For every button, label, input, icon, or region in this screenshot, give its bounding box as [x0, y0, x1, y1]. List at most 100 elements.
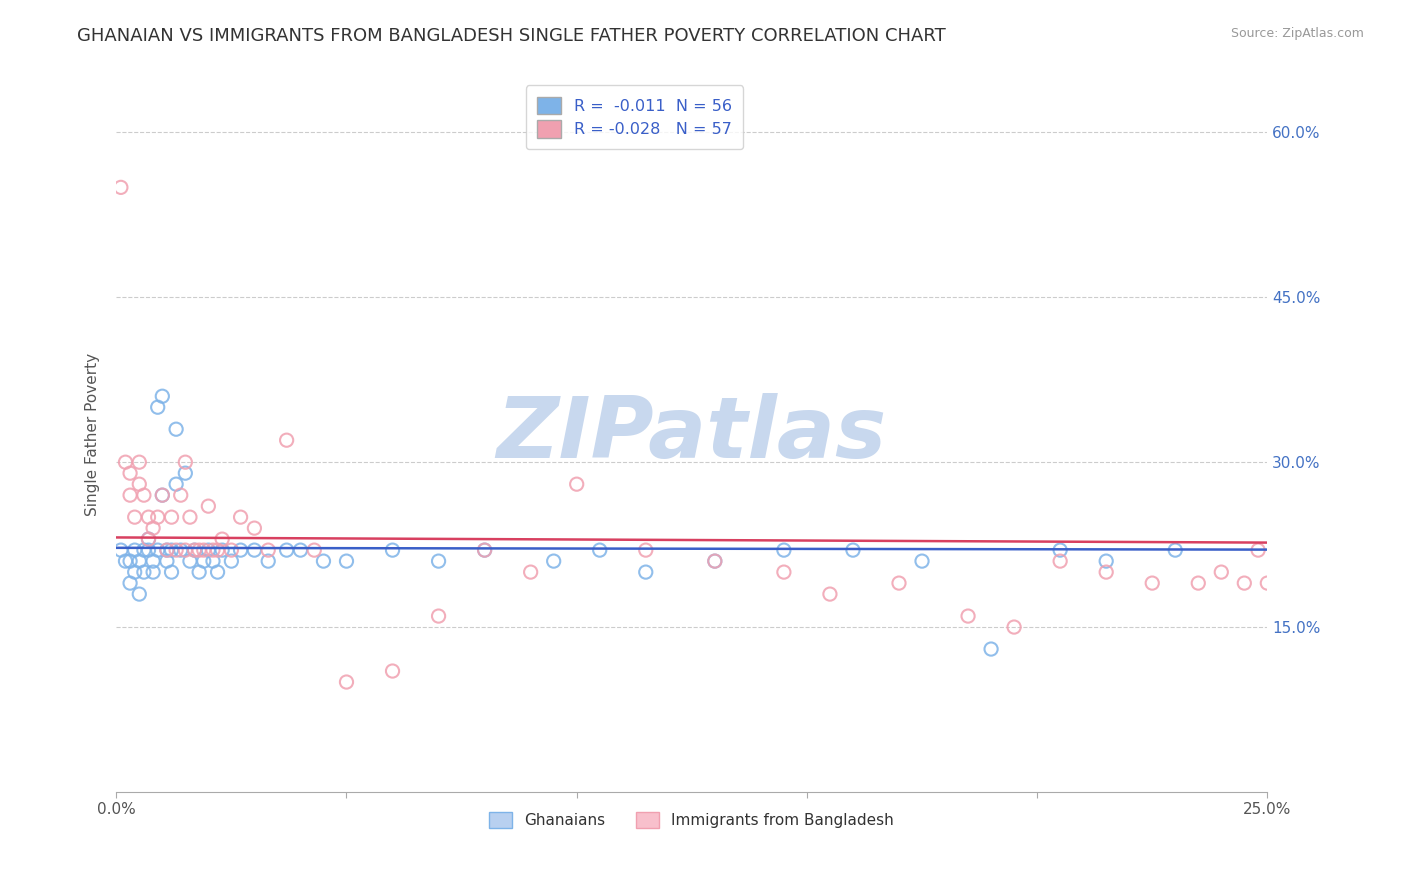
- Point: [703, 554, 725, 568]
- Point: [773, 565, 796, 579]
- Point: [1049, 554, 1071, 568]
- Point: [911, 554, 934, 568]
- Point: [957, 609, 980, 624]
- Point: [887, 576, 910, 591]
- Point: [1142, 576, 1164, 591]
- Point: [132, 543, 155, 558]
- Point: [150, 389, 173, 403]
- Point: [980, 642, 1002, 657]
- Point: [146, 510, 169, 524]
- Point: [1279, 576, 1302, 591]
- Point: [335, 554, 357, 568]
- Point: [120, 488, 142, 502]
- Point: [124, 543, 146, 558]
- Point: [221, 554, 243, 568]
- Legend: Ghanaians, Immigrants from Bangladesh: Ghanaians, Immigrants from Bangladesh: [484, 806, 900, 834]
- Point: [1211, 565, 1233, 579]
- Point: [160, 543, 183, 558]
- Point: [276, 433, 298, 447]
- Point: [519, 565, 541, 579]
- Point: [132, 565, 155, 579]
- Point: [1164, 543, 1187, 558]
- Point: [243, 521, 266, 535]
- Point: [179, 510, 201, 524]
- Y-axis label: Single Father Poverty: Single Father Poverty: [86, 353, 100, 516]
- Point: [207, 543, 229, 558]
- Point: [174, 466, 197, 480]
- Point: [276, 543, 298, 558]
- Text: Source: ZipAtlas.com: Source: ZipAtlas.com: [1230, 27, 1364, 40]
- Point: [634, 543, 657, 558]
- Point: [193, 554, 215, 568]
- Point: [634, 565, 657, 579]
- Point: [197, 543, 219, 558]
- Point: [381, 543, 404, 558]
- Point: [1256, 576, 1278, 591]
- Point: [156, 543, 179, 558]
- Point: [1265, 554, 1288, 568]
- Point: [132, 488, 155, 502]
- Point: [114, 554, 136, 568]
- Point: [257, 554, 280, 568]
- Point: [818, 587, 841, 601]
- Point: [179, 554, 201, 568]
- Point: [312, 554, 335, 568]
- Point: [160, 510, 183, 524]
- Point: [128, 587, 150, 601]
- Point: [138, 532, 160, 546]
- Point: [165, 477, 187, 491]
- Point: [589, 543, 612, 558]
- Point: [174, 455, 197, 469]
- Point: [193, 543, 215, 558]
- Point: [565, 477, 588, 491]
- Point: [188, 565, 211, 579]
- Point: [1095, 565, 1118, 579]
- Point: [160, 565, 183, 579]
- Point: [138, 543, 160, 558]
- Text: GHANAIAN VS IMMIGRANTS FROM BANGLADESH SINGLE FATHER POVERTY CORRELATION CHART: GHANAIAN VS IMMIGRANTS FROM BANGLADESH S…: [77, 27, 946, 45]
- Point: [257, 543, 280, 558]
- Point: [304, 543, 326, 558]
- Point: [1002, 620, 1025, 634]
- Point: [142, 554, 165, 568]
- Point: [1233, 576, 1256, 591]
- Point: [138, 532, 160, 546]
- Point: [110, 543, 132, 558]
- Point: [120, 466, 142, 480]
- Point: [128, 554, 150, 568]
- Point: [128, 477, 150, 491]
- Point: [138, 510, 160, 524]
- Point: [221, 543, 243, 558]
- Point: [207, 565, 229, 579]
- Text: ZIPatlas: ZIPatlas: [496, 393, 887, 476]
- Point: [124, 565, 146, 579]
- Point: [229, 543, 252, 558]
- Point: [114, 455, 136, 469]
- Point: [201, 554, 224, 568]
- Point: [474, 543, 496, 558]
- Point: [773, 543, 796, 558]
- Point: [197, 499, 219, 513]
- Point: [146, 401, 169, 415]
- Point: [474, 543, 496, 558]
- Point: [128, 455, 150, 469]
- Point: [427, 609, 450, 624]
- Point: [170, 488, 193, 502]
- Point: [150, 488, 173, 502]
- Point: [188, 543, 211, 558]
- Point: [381, 664, 404, 678]
- Point: [211, 532, 233, 546]
- Point: [243, 543, 266, 558]
- Point: [156, 554, 179, 568]
- Point: [543, 554, 565, 568]
- Point: [290, 543, 312, 558]
- Point: [110, 180, 132, 194]
- Point: [1095, 554, 1118, 568]
- Point: [165, 422, 187, 436]
- Point: [1270, 565, 1292, 579]
- Point: [1247, 543, 1270, 558]
- Point: [842, 543, 865, 558]
- Point: [183, 543, 205, 558]
- Point: [142, 521, 165, 535]
- Point: [201, 543, 224, 558]
